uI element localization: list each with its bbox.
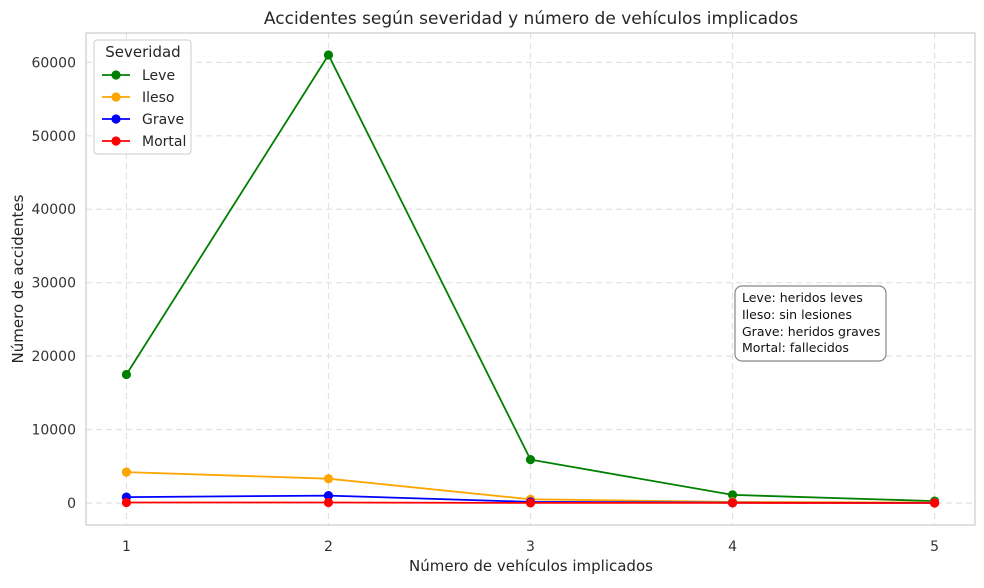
legend-box bbox=[93, 39, 192, 155]
legend-marker bbox=[111, 70, 121, 80]
y-tick-label: 50000 bbox=[31, 129, 76, 145]
x-axis-ticks: 1 2 3 4 5 bbox=[122, 539, 939, 555]
y-tick-label: 60000 bbox=[31, 55, 76, 71]
legend-item-grave: Grave bbox=[102, 112, 184, 128]
y-tick-label: 20000 bbox=[31, 349, 76, 365]
x-tick-label: 4 bbox=[728, 539, 737, 555]
y-tick-label: 10000 bbox=[31, 423, 76, 439]
legend-label: Grave bbox=[142, 112, 184, 128]
annotation-line: Grave: heridos graves bbox=[742, 324, 880, 339]
data-point bbox=[121, 467, 132, 477]
legend-label: Mortal bbox=[142, 134, 186, 150]
annotation-frame bbox=[734, 285, 887, 362]
legend-item-leve: Leve bbox=[102, 68, 175, 84]
y-tick-label: 30000 bbox=[31, 276, 76, 292]
legend-marker bbox=[111, 136, 121, 146]
data-point bbox=[525, 455, 536, 465]
annotation-line: Mortal: fallecidos bbox=[742, 340, 849, 355]
x-tick-label: 2 bbox=[324, 539, 333, 555]
y-axis-title: Número de accidentes bbox=[9, 194, 27, 363]
data-point bbox=[323, 474, 334, 484]
legend: Severidad Leve Ileso Grave Mortal bbox=[93, 39, 192, 155]
annotation-line: Leve: heridos leves bbox=[742, 290, 863, 305]
data-point bbox=[121, 497, 132, 508]
x-tick-label: 3 bbox=[526, 539, 535, 555]
y-tick-label: 40000 bbox=[31, 202, 76, 218]
data-point bbox=[323, 491, 334, 501]
series-mortal bbox=[121, 497, 940, 508]
x-tick-label: 5 bbox=[930, 539, 939, 555]
legend-title: Severidad bbox=[105, 43, 180, 61]
data-point bbox=[323, 50, 334, 60]
plot-area-frame bbox=[85, 32, 976, 526]
data-point bbox=[121, 369, 132, 380]
legend-item-mortal: Mortal bbox=[102, 134, 186, 150]
x-axis-title: Número de vehículos implicados bbox=[409, 557, 653, 575]
y-axis-ticks: 0 10000 20000 30000 40000 50000 60000 bbox=[31, 55, 76, 512]
x-tick-label: 1 bbox=[122, 539, 131, 555]
legend-label: Leve bbox=[142, 68, 175, 84]
chart-title: Accidentes según severidad y número de v… bbox=[264, 9, 798, 29]
data-point bbox=[727, 498, 738, 508]
legend-marker bbox=[111, 92, 121, 102]
annotation-box: Leve: heridos leves Ileso: sin lesiones … bbox=[734, 285, 887, 362]
legend-marker bbox=[111, 114, 121, 124]
data-point bbox=[929, 498, 940, 508]
data-point bbox=[727, 490, 738, 500]
legend-label: Ileso bbox=[142, 90, 175, 106]
annotation-line: Ileso: sin lesiones bbox=[742, 307, 852, 322]
legend-items: Leve Ileso Grave Mortal bbox=[102, 68, 186, 150]
legend-item-ileso: Ileso bbox=[102, 90, 175, 106]
y-tick-label: 0 bbox=[67, 496, 76, 512]
series-layer bbox=[121, 50, 940, 508]
data-point bbox=[323, 497, 334, 508]
data-point bbox=[525, 498, 536, 508]
